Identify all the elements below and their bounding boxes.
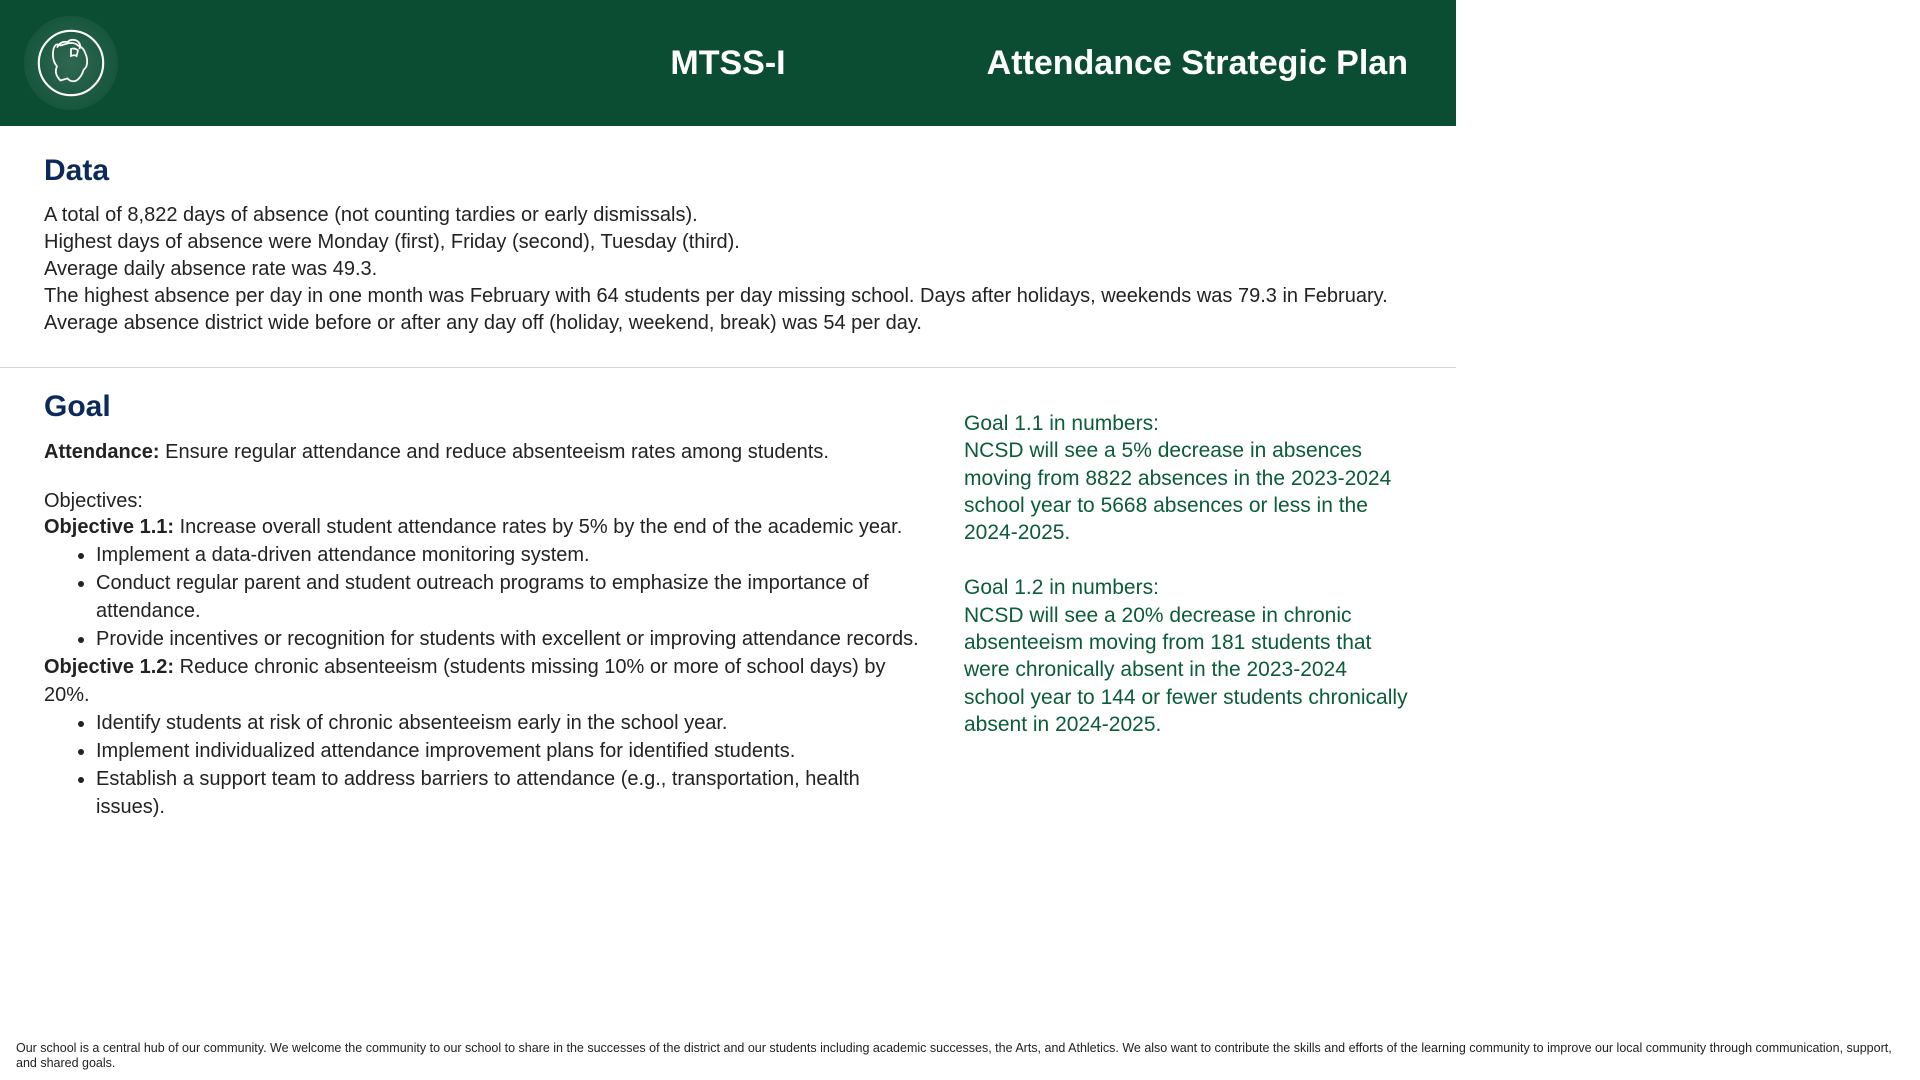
header-right-title: Attendance Strategic Plan: [987, 44, 1408, 83]
footer-text: Our school is a central hub of our commu…: [16, 1041, 1904, 1072]
objective-1-2-label: Objective 1.2:: [44, 656, 174, 678]
data-heading: Data: [44, 154, 1412, 188]
attendance-text: Ensure regular attendance and reduce abs…: [160, 441, 829, 463]
spartan-head-icon: [36, 28, 106, 98]
data-line: Highest days of absence were Monday (fir…: [44, 229, 1412, 256]
goal-1-1-numbers-title: Goal 1.1 in numbers:: [964, 410, 1412, 437]
page-header: MTSS-I Attendance Strategic Plan: [0, 0, 1456, 126]
goal-left-column: Goal Attendance: Ensure regular attendan…: [44, 390, 924, 821]
attendance-label: Attendance:: [44, 441, 160, 463]
data-section: Data A total of 8,822 days of absence (n…: [0, 126, 1456, 368]
data-line: Average daily absence rate was 49.3.: [44, 256, 1412, 283]
list-item: Conduct regular parent and student outre…: [96, 569, 924, 625]
goal-1-1-numbers: Goal 1.1 in numbers: NCSD will see a 5% …: [964, 410, 1412, 546]
header-center-title: MTSS-I: [670, 44, 785, 83]
list-item: Provide incentives or recognition for st…: [96, 625, 924, 653]
objective-1-1: Objective 1.1: Increase overall student …: [44, 513, 924, 541]
goal-section: Goal Attendance: Ensure regular attendan…: [0, 368, 1456, 831]
goal-1-2-numbers-text: NCSD will see a 20% decrease in chronic …: [964, 602, 1412, 738]
objective-1-1-bullets: Implement a data-driven attendance monit…: [44, 541, 924, 653]
list-item: Establish a support team to address barr…: [96, 765, 924, 821]
attendance-line: Attendance: Ensure regular attendance an…: [44, 438, 924, 466]
list-item: Implement a data-driven attendance monit…: [96, 541, 924, 569]
goal-1-1-numbers-text: NCSD will see a 5% decrease in absences …: [964, 437, 1412, 546]
goal-1-2-numbers-title: Goal 1.2 in numbers:: [964, 574, 1412, 601]
objective-1-1-label: Objective 1.1:: [44, 516, 174, 538]
list-item: Implement individualized attendance impr…: [96, 737, 924, 765]
objective-1-2-bullets: Identify students at risk of chronic abs…: [44, 709, 924, 821]
list-item: Identify students at risk of chronic abs…: [96, 709, 924, 737]
goal-1-2-numbers: Goal 1.2 in numbers: NCSD will see a 20%…: [964, 574, 1412, 738]
data-line: A total of 8,822 days of absence (not co…: [44, 202, 1412, 229]
data-line: The highest absence per day in one month…: [44, 283, 1412, 310]
school-logo: [24, 16, 118, 110]
goal-right-column: Goal 1.1 in numbers: NCSD will see a 5% …: [964, 390, 1412, 821]
data-body: A total of 8,822 days of absence (not co…: [44, 202, 1412, 337]
objective-1-2: Objective 1.2: Reduce chronic absenteeis…: [44, 653, 924, 709]
objectives-label: Objectives:: [44, 490, 924, 513]
objective-1-1-text: Increase overall student attendance rate…: [174, 516, 902, 538]
data-line: Average absence district wide before or …: [44, 310, 1412, 337]
goal-heading: Goal: [44, 390, 924, 424]
main-content: Data A total of 8,822 days of absence (n…: [0, 126, 1456, 831]
